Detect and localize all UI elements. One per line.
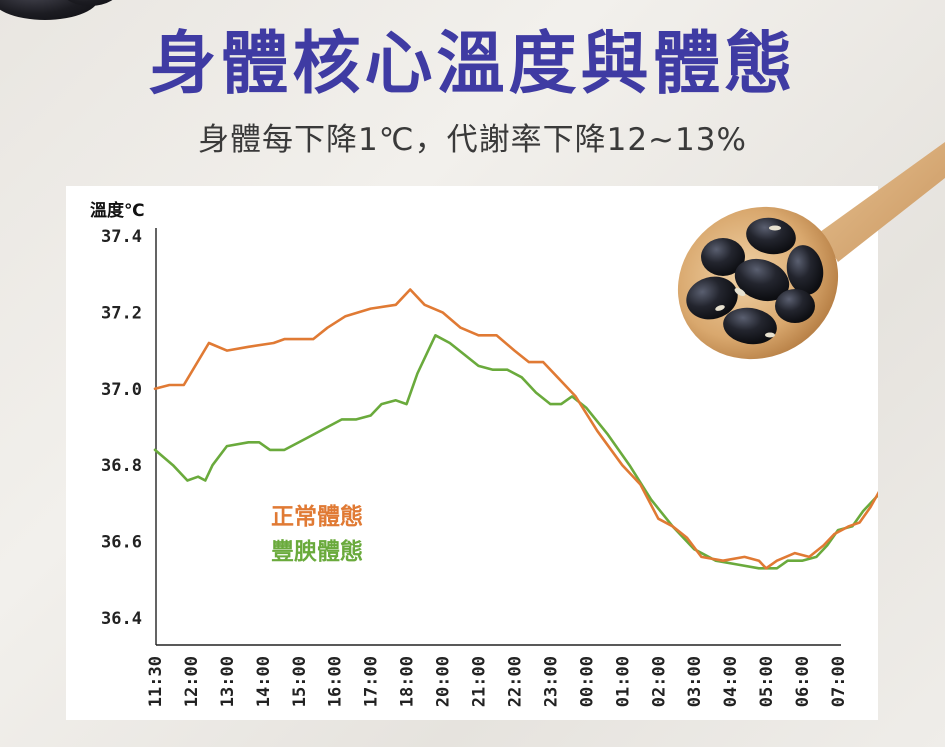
page-subtitle: 身體每下降1℃，代謝率下降12~13% bbox=[198, 122, 747, 158]
bean-hilum bbox=[765, 332, 775, 338]
black-bean bbox=[746, 217, 796, 255]
x-tick-label: 05:00 bbox=[757, 656, 777, 707]
black-bean bbox=[686, 276, 738, 320]
black-bean bbox=[775, 289, 815, 323]
x-tick-labels: 11:30 12:00 13:00 14:00 15:00 16:00 17:00 18:00… bbox=[146, 656, 849, 707]
y-tick-label: 36.4 bbox=[101, 609, 142, 629]
series-line-normal bbox=[153, 288, 878, 570]
x-tick-label: 18:00 bbox=[398, 656, 418, 707]
decorative-bean bbox=[60, 0, 120, 6]
temperature-line-chart: 溫度℃ 37.437.237.036.836.636.4 11:30 12:00 1… bbox=[90, 200, 878, 707]
y-tick-label: 37.2 bbox=[101, 303, 142, 323]
legend-normal-series: 正常體態 bbox=[271, 503, 363, 530]
x-tick-label: 21:00 bbox=[470, 656, 490, 707]
black-bean bbox=[701, 238, 745, 276]
legend-obese-series: 豐腴體態 bbox=[271, 538, 363, 565]
x-tick-label: 06:00 bbox=[793, 656, 813, 707]
x-tick-label: 15:00 bbox=[290, 656, 310, 707]
x-tick-label: 16:00 bbox=[326, 656, 346, 707]
x-tick-label: 04:00 bbox=[721, 656, 741, 707]
x-tick-label: 03:00 bbox=[685, 656, 705, 707]
x-tick-label: 22:00 bbox=[505, 656, 525, 707]
series-line-obese bbox=[153, 334, 878, 570]
bean-hilum bbox=[715, 305, 725, 311]
spoon-with-black-beans-image bbox=[677, 142, 945, 360]
x-tick-label: 14:00 bbox=[254, 656, 274, 707]
bean-hilum bbox=[769, 225, 781, 231]
x-tick-label: 17:00 bbox=[362, 656, 382, 707]
x-tick-label: 07:00 bbox=[829, 656, 849, 707]
y-tick-labels: 37.4 37.2 37.0 36.8 36.6 36.4 bbox=[101, 227, 142, 629]
x-tick-label: 02:00 bbox=[649, 656, 669, 707]
x-tick-label: 20:00 bbox=[434, 656, 454, 707]
x-tick-label: 13:00 bbox=[218, 656, 238, 707]
black-bean bbox=[786, 245, 824, 295]
bean-hilum bbox=[734, 288, 746, 296]
black-bean bbox=[723, 307, 777, 345]
y-tick-label: 36.6 bbox=[101, 533, 142, 553]
x-tick-label: 01:00 bbox=[613, 656, 633, 707]
x-tick-label: 00:00 bbox=[577, 656, 597, 707]
black-bean bbox=[734, 258, 790, 302]
page-title: 身體核心溫度與體態 bbox=[148, 24, 797, 104]
x-tick-label: 23:00 bbox=[541, 656, 561, 707]
decorative-bean bbox=[0, 0, 100, 20]
y-tick-label: 37.4 bbox=[101, 227, 142, 247]
series-lines bbox=[153, 288, 878, 570]
y-tick-label: 36.8 bbox=[101, 456, 142, 476]
x-tick-label: 11:30 bbox=[146, 656, 166, 707]
spoon-handle bbox=[820, 142, 945, 262]
y-axis-unit-label: 溫度℃ bbox=[90, 200, 145, 221]
x-tick-label: 12:00 bbox=[182, 656, 202, 707]
y-tick-label: 37.0 bbox=[101, 380, 142, 400]
